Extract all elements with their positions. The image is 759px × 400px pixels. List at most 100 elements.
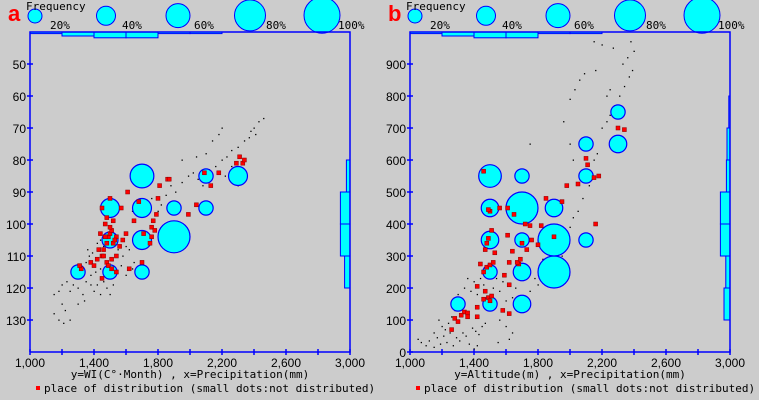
distributed-marker — [112, 237, 118, 243]
distributed-marker — [101, 247, 106, 252]
not-distributed-dot — [606, 95, 608, 97]
distributed-marker — [527, 223, 533, 228]
not-distributed-dot — [459, 340, 461, 342]
not-distributed-dot — [633, 50, 635, 52]
not-distributed-dot — [103, 245, 105, 248]
distributed-marker — [102, 234, 108, 240]
distributed-marker — [104, 240, 110, 246]
frequency-bubble — [537, 223, 571, 257]
distributed-marker — [564, 183, 570, 188]
not-distributed-dot — [449, 332, 451, 334]
x-axis-label: y=Altitude(m) , x=Precipitation(mm) — [454, 368, 686, 381]
frequency-bubble — [166, 200, 182, 216]
not-distributed-dot — [69, 319, 71, 321]
not-distributed-dot — [165, 194, 167, 196]
marker-legend-swatch — [416, 386, 420, 390]
not-distributed-dot — [476, 293, 478, 296]
y-tick-label: 800 — [386, 90, 406, 104]
distributed-marker — [99, 205, 105, 211]
distributed-marker — [518, 256, 523, 262]
distributed-marker — [449, 327, 454, 332]
not-distributed-dot — [61, 303, 63, 305]
not-distributed-dot — [226, 156, 228, 158]
distributed-marker — [510, 248, 515, 254]
not-distributed-dot — [99, 268, 102, 270]
y-tick-label: 50 — [13, 58, 27, 72]
frequency-bubble — [578, 232, 594, 248]
not-distributed-dot — [90, 284, 92, 286]
distributed-marker — [478, 261, 483, 267]
x-tick-label: 1,800 — [523, 356, 553, 370]
legend-bubble — [96, 5, 116, 26]
not-distributed-dot — [72, 284, 74, 286]
axes-frame — [29, 31, 351, 353]
right-histogram-bar — [339, 191, 351, 225]
not-distributed-dot — [106, 287, 108, 289]
not-distributed-dot — [471, 327, 474, 329]
not-distributed-dot — [452, 345, 454, 347]
not-distributed-dot — [609, 89, 611, 91]
distributed-marker — [559, 199, 565, 204]
not-distributed-dot — [492, 287, 494, 289]
distributed-marker — [109, 256, 114, 262]
not-distributed-dot — [93, 290, 95, 292]
frequency-bubble — [610, 104, 626, 120]
not-distributed-dot — [438, 319, 440, 321]
not-distributed-dot — [103, 281, 105, 283]
legend-bubble — [476, 5, 496, 26]
not-distributed-dot — [511, 297, 514, 299]
not-distributed-dot — [465, 335, 467, 337]
distributed-marker — [458, 312, 464, 318]
not-distributed-dot — [255, 133, 257, 136]
not-distributed-dot — [569, 143, 571, 145]
distributed-marker — [543, 196, 549, 201]
not-distributed-dot — [112, 284, 114, 286]
not-distributed-dot — [187, 175, 190, 177]
distributed-marker — [117, 244, 122, 249]
not-distributed-dot — [457, 293, 459, 296]
not-distributed-dot — [66, 281, 68, 283]
not-distributed-dot — [85, 261, 87, 264]
frequency-label: Frequency — [26, 0, 86, 13]
distributed-marker — [505, 232, 510, 238]
distributed-marker — [242, 157, 247, 163]
distributed-marker — [487, 298, 493, 304]
not-distributed-dot — [569, 226, 571, 228]
distributed-marker — [622, 127, 627, 132]
frequency-bubble — [129, 163, 155, 189]
distributed-marker — [489, 228, 494, 233]
not-distributed-dot — [221, 159, 223, 161]
right-histogram-bar — [719, 223, 731, 257]
not-distributed-dot — [231, 149, 233, 152]
distributed-marker — [141, 231, 146, 236]
distributed-marker — [482, 247, 488, 252]
not-distributed-dot — [90, 274, 92, 276]
distributed-marker — [465, 310, 470, 316]
distributed-marker — [102, 221, 108, 227]
right-histogram-bar — [344, 255, 351, 289]
not-distributed-dot — [61, 284, 63, 286]
not-distributed-dot — [181, 159, 183, 161]
not-distributed-dot — [85, 281, 87, 283]
not-distributed-dot — [83, 300, 86, 302]
not-distributed-dot — [133, 261, 135, 264]
panel-a: a 20% 40% 60% 80% 100% Frequency 1,000 1,400 1,80… — [6, 0, 375, 395]
not-distributed-dot — [250, 130, 252, 132]
not-distributed-dot — [596, 153, 598, 155]
not-distributed-dot — [631, 69, 634, 72]
distributed-marker — [96, 247, 102, 252]
distributed-marker — [77, 263, 82, 268]
right-histogram-bar — [723, 287, 731, 321]
distributed-marker — [101, 253, 106, 259]
y-tick-label: 110 — [7, 250, 26, 264]
not-distributed-dot — [627, 57, 629, 59]
not-distributed-dot — [253, 127, 255, 129]
y-tick-label: 80 — [13, 154, 27, 168]
x-tick-label: 1,000 — [395, 356, 425, 370]
y-tick-label: 130 — [6, 314, 26, 328]
distributed-marker — [237, 154, 242, 160]
distributed-marker — [152, 228, 158, 233]
distributed-marker — [114, 253, 119, 259]
distributed-marker — [107, 224, 113, 230]
